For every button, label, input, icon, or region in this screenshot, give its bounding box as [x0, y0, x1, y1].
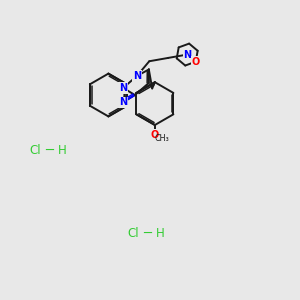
Text: H: H: [58, 143, 67, 157]
Text: O: O: [151, 130, 159, 140]
Text: O: O: [192, 57, 200, 67]
Text: ─: ─: [144, 227, 152, 240]
Text: N: N: [119, 83, 127, 93]
Text: ─: ─: [46, 143, 53, 157]
Text: N: N: [119, 97, 127, 107]
Text: N: N: [133, 71, 141, 81]
Text: H: H: [156, 227, 165, 240]
Text: Cl: Cl: [30, 143, 41, 157]
Text: CH₃: CH₃: [154, 134, 169, 143]
Text: Cl: Cl: [128, 227, 140, 240]
Text: N: N: [183, 50, 191, 60]
